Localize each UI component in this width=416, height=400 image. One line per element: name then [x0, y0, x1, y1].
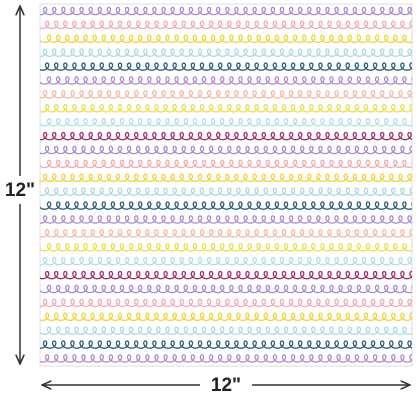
loop-row — [40, 243, 412, 252]
loop-row — [40, 187, 412, 196]
loop-row — [40, 201, 412, 210]
loop-row — [40, 173, 412, 183]
width-label: 12" — [211, 375, 241, 396]
loop-pattern — [40, 6, 412, 363]
loop-row — [40, 34, 412, 44]
loop-row — [40, 48, 412, 57]
loop-row — [40, 229, 412, 238]
loop-row — [40, 298, 412, 308]
loop-row — [40, 76, 412, 85]
loop-row — [40, 104, 412, 113]
loop-row — [40, 284, 412, 294]
loop-row — [40, 340, 412, 349]
height-label: 12" — [5, 180, 35, 201]
loop-row — [40, 20, 412, 30]
loop-row — [40, 90, 412, 99]
loop-row — [40, 159, 412, 169]
loop-row — [40, 326, 412, 335]
loop-row — [40, 145, 412, 155]
loop-row — [40, 62, 412, 71]
loop-row — [40, 131, 412, 141]
loop-row — [40, 354, 412, 363]
label-bg — [2, 176, 38, 204]
label-bg — [200, 372, 252, 398]
loop-row — [40, 215, 412, 224]
loop-row — [40, 256, 412, 266]
loop-row — [40, 270, 412, 280]
loop-row — [40, 117, 412, 127]
loop-row — [40, 6, 412, 16]
loop-row — [40, 312, 412, 322]
paper-sheet — [39, 3, 413, 367]
